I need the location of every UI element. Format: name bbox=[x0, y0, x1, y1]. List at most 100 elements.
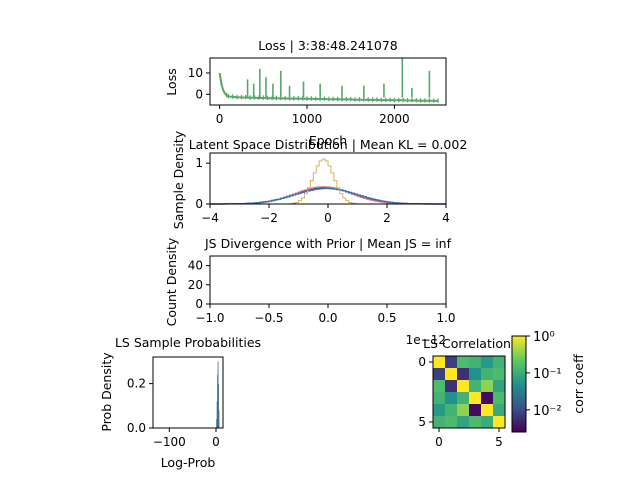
correlation-cell bbox=[469, 356, 482, 369]
logprob-bar bbox=[217, 361, 219, 428]
correlation-cell bbox=[445, 356, 458, 369]
js-offset-label: 1e−12 bbox=[406, 333, 446, 347]
colorbar-label: corr coeff bbox=[571, 354, 586, 414]
logprob-panel: LS Sample Probabilities Log-Prob Prob De… bbox=[99, 335, 261, 470]
loss-xlabel: Epoch bbox=[309, 133, 347, 148]
logprob-plot-area bbox=[216, 361, 220, 428]
correlation-cell bbox=[433, 380, 446, 393]
loss-panel: Loss | 3:38:48.241078 Epoch Loss 0 1000 20… bbox=[164, 38, 447, 148]
loss-ylabel: Loss bbox=[164, 68, 179, 95]
correlation-title: LS Correlation bbox=[423, 336, 511, 351]
correlation-cell bbox=[433, 416, 446, 429]
js-xtick-label: 1.0 bbox=[436, 311, 455, 325]
logprob-bar bbox=[216, 419, 218, 428]
js-xtick-label: 0.5 bbox=[377, 311, 396, 325]
logprob-xlabel: Log-Prob bbox=[161, 455, 216, 470]
correlation-frame bbox=[432, 355, 506, 429]
correlation-cell bbox=[457, 356, 470, 369]
correlation-cell bbox=[469, 416, 482, 429]
correlation-cell bbox=[445, 392, 458, 405]
correlation-ticks: 0 505 bbox=[418, 355, 502, 449]
correlation-cell bbox=[481, 380, 494, 393]
correlation-cell bbox=[493, 356, 506, 369]
correlation-cell bbox=[445, 404, 458, 417]
colorbar-tick-label: 10⁻² bbox=[533, 404, 562, 419]
colorbar-tick-label: 10⁻¹ bbox=[533, 367, 562, 382]
correlation-cell bbox=[469, 404, 482, 417]
latent-xtick-label: 4 bbox=[442, 211, 450, 225]
correlation-cell bbox=[445, 368, 458, 381]
correlation-cell bbox=[457, 404, 470, 417]
latent-histogram bbox=[210, 187, 446, 205]
loss-plot-area bbox=[218, 58, 439, 103]
logprob-bar bbox=[218, 383, 219, 428]
latent-ytick-label: 0 bbox=[195, 197, 203, 211]
correlation-ytick-label: 5 bbox=[418, 415, 426, 429]
js-ytick-label: 20 bbox=[188, 278, 203, 292]
js-frame bbox=[209, 255, 447, 305]
loss-noise bbox=[226, 92, 439, 103]
correlation-cell bbox=[493, 416, 506, 429]
js-xtick-label: 0.0 bbox=[318, 311, 337, 325]
correlation-cell bbox=[493, 404, 506, 417]
logprob-frame bbox=[152, 356, 224, 429]
correlation-cell bbox=[433, 392, 446, 405]
js-ylabel: Count Density bbox=[164, 237, 179, 326]
correlation-cell bbox=[481, 416, 494, 429]
correlation-cell bbox=[493, 392, 506, 405]
correlation-cell bbox=[481, 368, 494, 381]
colorbar bbox=[511, 335, 527, 433]
correlation-cell bbox=[493, 368, 506, 381]
js-xtick-label: −0.5 bbox=[254, 311, 283, 325]
logprob-ylabel: Prob Density bbox=[99, 352, 114, 432]
correlation-cell bbox=[457, 392, 470, 405]
correlation-cell bbox=[481, 404, 494, 417]
latent-plot-area bbox=[210, 158, 446, 205]
js-title: JS Divergence with Prior | Mean JS = inf bbox=[204, 236, 452, 251]
latent-xtick-label: 0 bbox=[324, 211, 332, 225]
correlation-cell bbox=[445, 380, 458, 393]
js-ytick-label: 0 bbox=[195, 297, 203, 311]
logprob-bar bbox=[216, 401, 218, 428]
logprob-ticks: −100 0 0.0 0.2 bbox=[127, 377, 220, 449]
loss-ytick-label: 10 bbox=[188, 66, 203, 80]
latent-ylabel: Sample Density bbox=[171, 130, 186, 229]
correlation-xtick-label: 0 bbox=[435, 435, 443, 449]
correlation-cell bbox=[469, 392, 482, 405]
correlation-ytick-label: 0 bbox=[418, 355, 426, 369]
correlation-cell bbox=[457, 380, 470, 393]
correlation-cell bbox=[469, 368, 482, 381]
loss-frame bbox=[209, 57, 447, 106]
latent-histogram bbox=[210, 186, 446, 205]
correlation-cell bbox=[457, 416, 470, 429]
colorbar-ticks: 10⁰ 10⁻¹ 10⁻² bbox=[526, 330, 562, 419]
correlation-cell bbox=[433, 404, 446, 417]
latent-panel: Latent Space Distribution | Mean KL = 0.… bbox=[171, 130, 467, 229]
logprob-ytick-label: 0.0 bbox=[127, 421, 146, 435]
logprob-xtick-label: −100 bbox=[153, 435, 186, 449]
latent-ticks: −4 −2 0 2 4 0 1 bbox=[195, 156, 449, 225]
loss-xtick-label: 1000 bbox=[292, 112, 323, 126]
js-ticks: −1.0 −0.5 0.0 0.5 1.0 0 20 40 bbox=[188, 259, 456, 325]
loss-line bbox=[218, 72, 439, 102]
latent-histogram bbox=[210, 187, 446, 205]
loss-ticks: 0 1000 2000 0 10 bbox=[188, 66, 410, 126]
latent-title: Latent Space Distribution | Mean KL = 0.… bbox=[189, 137, 468, 152]
correlation-heatmap bbox=[433, 356, 506, 429]
correlation-cell bbox=[433, 368, 446, 381]
colorbar-tick-label: 10⁰ bbox=[533, 330, 555, 345]
latent-xtick-label: −4 bbox=[201, 211, 219, 225]
correlation-cell bbox=[445, 416, 458, 429]
loss-xtick-label: 2000 bbox=[379, 112, 410, 126]
logprob-bar bbox=[218, 410, 220, 428]
correlation-cell bbox=[493, 380, 506, 393]
loss-title: Loss | 3:38:48.241078 bbox=[258, 38, 398, 53]
js-xtick-label: −1.0 bbox=[195, 311, 224, 325]
correlation-cell bbox=[481, 392, 494, 405]
logprob-title: LS Sample Probabilities bbox=[115, 335, 261, 350]
correlation-cell bbox=[433, 356, 446, 369]
correlation-cell bbox=[469, 380, 482, 393]
latent-ytick-label: 1 bbox=[195, 156, 203, 170]
correlation-cell bbox=[481, 356, 494, 369]
